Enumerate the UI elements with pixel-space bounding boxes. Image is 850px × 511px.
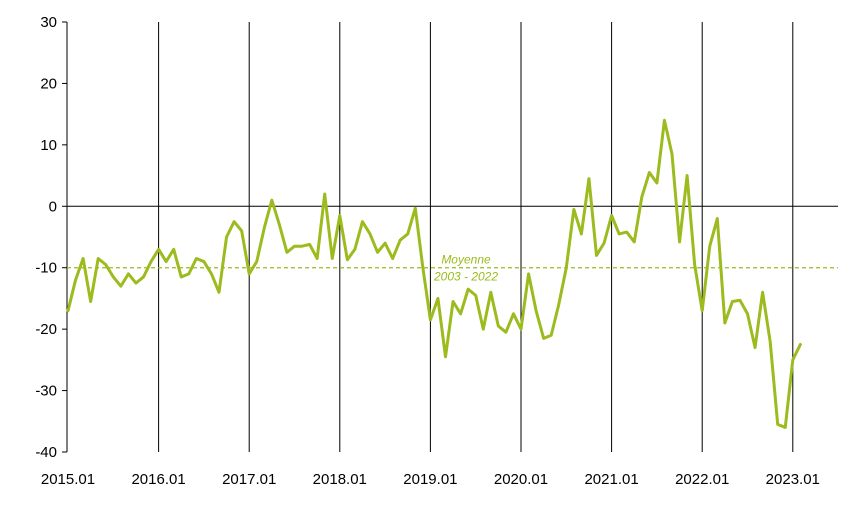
x-tick-label: 2021.01	[584, 471, 638, 488]
x-tick-label: 2015.01	[41, 471, 95, 488]
x-tick-label: 2022.01	[675, 471, 729, 488]
axis-layer	[62, 21, 838, 453]
average-label-line2: 2003 - 2022	[433, 270, 498, 284]
x-tick-label: 2018.01	[313, 471, 367, 488]
y-tick-label: 0	[49, 198, 57, 215]
label-layer: 2015.01 2016.01 2017.01 2018.01 2019.01 2020.…	[35, 14, 820, 488]
y-tick-label: -10	[35, 260, 57, 277]
x-tick-label: 2023.01	[766, 471, 820, 488]
y-tick-label: 10	[40, 137, 57, 154]
y-tick-label: -40	[35, 444, 57, 461]
x-tick-label: 2017.01	[222, 471, 276, 488]
x-tick-label: 2019.01	[403, 471, 457, 488]
average-label-line1: Moyenne	[441, 253, 491, 267]
y-tick-label: -30	[35, 383, 57, 400]
series-line	[66, 118, 802, 429]
y-tick-label: 20	[40, 75, 57, 92]
y-tick-label: 30	[40, 14, 57, 31]
series-layer	[66, 118, 802, 429]
y-tick-label: -20	[35, 321, 57, 338]
x-tick-label: 2020.01	[494, 471, 548, 488]
grid-layer	[158, 22, 794, 452]
x-tick-label: 2016.01	[131, 471, 185, 488]
